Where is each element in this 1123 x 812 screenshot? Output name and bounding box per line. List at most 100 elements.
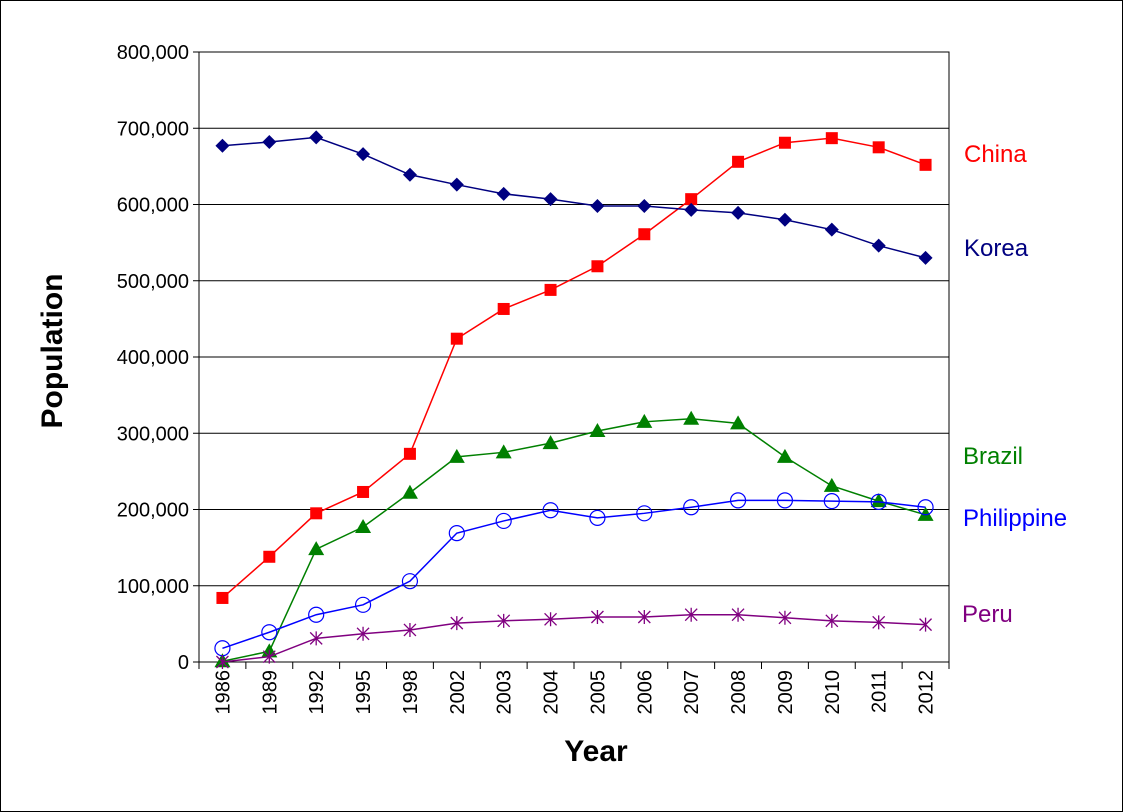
series-korea xyxy=(215,130,933,265)
data-point-asterisk xyxy=(215,655,229,669)
data-point-square xyxy=(825,132,838,145)
x-axis: 1986 1989 1992 1995 1998 2002 2003 2004 2005 2006… xyxy=(198,662,950,715)
y-axis: 0 100,000 200,000 300,000 400,000 500,000 600,… xyxy=(117,42,199,674)
data-point-asterisk xyxy=(497,613,511,628)
data-point-asterisk xyxy=(356,626,370,641)
data-point-asterisk xyxy=(778,610,792,625)
data-point-circle xyxy=(776,492,794,509)
y-tick-label: 400,000 xyxy=(117,347,189,369)
data-point-circle xyxy=(589,509,606,526)
data-point-circle xyxy=(354,596,372,613)
data-point-triangle xyxy=(776,448,793,463)
data-point-triangle xyxy=(401,484,418,499)
series-group xyxy=(214,130,934,669)
data-point-diamond xyxy=(684,202,699,217)
series-line xyxy=(221,137,926,599)
data-point-square xyxy=(685,193,698,206)
y-tick-label: 100,000 xyxy=(117,576,189,598)
series-line xyxy=(222,613,926,663)
x-tick-label: 2006 xyxy=(634,670,656,715)
series-line xyxy=(222,418,926,662)
y-tick-label: 300,000 xyxy=(117,423,189,445)
data-point-square xyxy=(732,155,745,168)
x-tick-label: 2012 xyxy=(916,670,938,715)
data-point-asterisk xyxy=(684,607,698,622)
data-point-triangle xyxy=(308,541,325,556)
data-point-triangle xyxy=(683,410,700,425)
data-point-diamond xyxy=(449,177,464,192)
data-point-triangle xyxy=(870,493,887,508)
y-tick-label: 200,000 xyxy=(117,500,189,522)
x-tick-label: 2003 xyxy=(494,670,516,715)
data-point-square xyxy=(872,141,885,154)
x-tick-label: 2009 xyxy=(775,670,797,715)
data-point-square xyxy=(778,136,791,149)
data-point-square xyxy=(216,591,229,604)
data-point-diamond xyxy=(637,199,652,214)
y-tick-label: 800,000 xyxy=(117,42,189,64)
data-point-triangle xyxy=(542,435,559,450)
data-point-diamond xyxy=(543,192,558,207)
series-line xyxy=(222,499,926,649)
data-point-triangle xyxy=(355,519,372,534)
series-labels: China Korea Brazil Philippine Peru xyxy=(962,141,1067,628)
data-point-square xyxy=(497,302,510,315)
data-point-square xyxy=(919,158,932,171)
series-philippine xyxy=(214,492,934,657)
y-tick-label: 0 xyxy=(178,652,189,674)
data-point-circle xyxy=(448,525,465,542)
data-point-circle xyxy=(636,505,653,522)
data-point-diamond xyxy=(496,186,511,201)
series-label-china: China xyxy=(964,141,1027,168)
data-point-square xyxy=(357,485,370,498)
data-point-circle xyxy=(261,624,278,641)
data-point-asterisk xyxy=(544,612,558,627)
series-line xyxy=(222,136,926,259)
data-point-triangle xyxy=(448,448,465,463)
data-point-circle xyxy=(401,573,419,590)
data-point-square xyxy=(544,283,557,296)
data-point-triangle xyxy=(730,415,747,430)
data-point-square xyxy=(450,332,463,345)
series-brazil xyxy=(214,410,934,668)
x-tick-label: 1998 xyxy=(400,670,422,715)
data-point-diamond xyxy=(402,167,417,182)
x-tick-label: 2007 xyxy=(681,670,703,715)
x-tick-label: 1989 xyxy=(259,670,281,715)
data-point-triangle xyxy=(917,506,934,521)
data-point-diamond xyxy=(918,250,933,265)
x-tick-label: 2004 xyxy=(541,670,563,715)
data-point-diamond xyxy=(590,199,605,214)
x-tick-label: 1992 xyxy=(306,670,328,715)
data-point-diamond xyxy=(215,138,230,153)
x-tick-label: 2011 xyxy=(869,670,891,713)
data-point-asterisk xyxy=(825,613,839,628)
data-point-circle xyxy=(308,606,325,623)
series-label-brazil: Brazil xyxy=(963,443,1023,470)
x-tick-label: 2005 xyxy=(587,670,609,715)
data-point-diamond xyxy=(262,134,277,149)
data-point-diamond xyxy=(777,212,792,227)
data-point-asterisk xyxy=(590,610,604,625)
y-tick-label: 600,000 xyxy=(117,195,189,217)
data-point-diamond xyxy=(824,222,839,237)
data-point-circle xyxy=(870,493,887,510)
data-point-square xyxy=(591,260,604,273)
data-point-asterisk xyxy=(403,622,417,637)
data-point-asterisk xyxy=(637,610,651,625)
series-label-korea: Korea xyxy=(964,235,1029,262)
x-tick-label: 1986 xyxy=(212,670,234,715)
data-point-asterisk xyxy=(919,617,933,632)
data-point-asterisk xyxy=(872,615,886,630)
series-china xyxy=(216,132,932,604)
y-tick-label: 700,000 xyxy=(117,118,189,140)
data-point-asterisk xyxy=(262,649,276,664)
data-point-triangle xyxy=(636,413,653,428)
series-label-philippine: Philippine xyxy=(963,505,1067,532)
data-point-square xyxy=(263,550,276,563)
data-point-asterisk xyxy=(731,607,745,622)
x-tick-label: 1995 xyxy=(353,670,375,715)
data-point-asterisk xyxy=(309,631,323,646)
series-peru xyxy=(215,607,933,669)
